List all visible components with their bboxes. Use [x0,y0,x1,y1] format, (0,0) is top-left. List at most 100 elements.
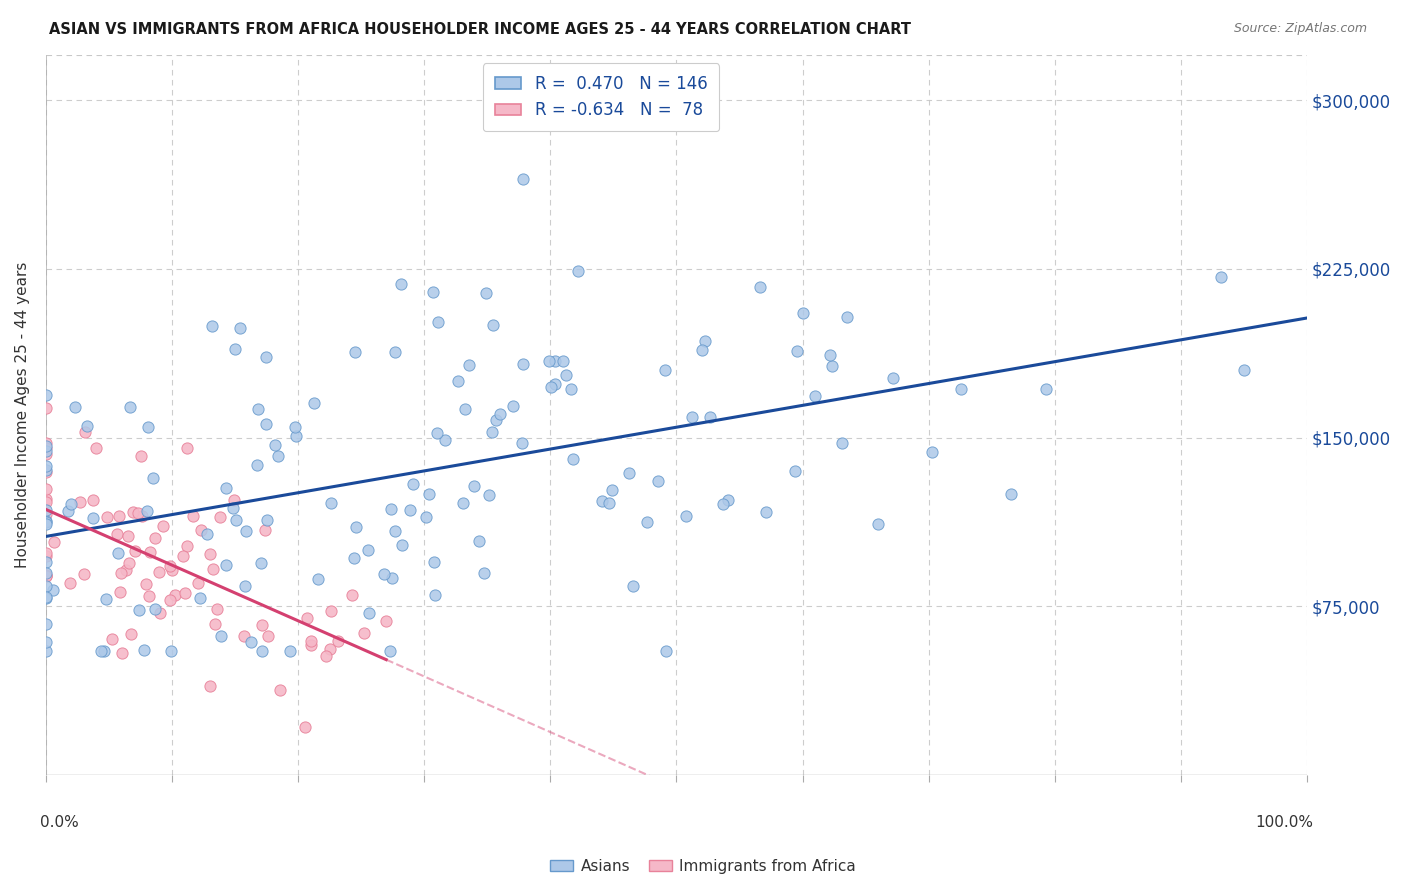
Point [647,475,669,489]
Point [1233,363,1256,377]
Point [82,510,104,524]
Text: Source: ZipAtlas.com: Source: ZipAtlas.com [1233,22,1367,36]
Point [343,344,366,359]
Point [101,632,124,647]
Point [69,495,91,509]
Point [117,528,139,542]
Point [35,441,58,455]
Point [949,382,972,396]
Point [35,507,58,521]
Text: ASIAN VS IMMIGRANTS FROM AFRICA HOUSEHOLDER INCOME AGES 25 - 44 YEARS CORRELATIO: ASIAN VS IMMIGRANTS FROM AFRICA HOUSEHOL… [49,22,911,37]
Point [35,482,58,496]
Point [172,549,194,564]
Point [35,644,58,658]
Point [190,591,212,605]
Point [380,644,402,658]
Point [256,513,278,527]
Point [792,306,814,320]
Point [35,566,58,581]
Point [319,496,342,510]
Point [250,644,273,658]
Point [256,629,278,643]
Point [35,447,58,461]
Point [233,629,256,643]
Point [215,481,238,495]
Point [353,626,375,640]
Point [111,646,134,660]
Point [35,436,58,450]
Point [510,435,533,450]
Point [239,635,262,649]
Point [426,425,449,440]
Point [344,520,367,534]
Point [468,534,491,549]
Point [319,642,342,657]
Point [482,318,505,332]
Point [159,593,181,607]
Point [254,350,277,364]
Point [96,510,118,524]
Point [35,514,58,528]
Point [233,578,256,592]
Point [86,441,108,455]
Point [619,467,641,481]
Point [204,617,226,632]
Point [544,376,567,391]
Point [427,314,450,328]
Point [457,359,479,373]
Point [254,417,277,431]
Point [42,535,65,549]
Point [423,555,446,569]
Point [35,515,58,529]
Point [59,576,82,591]
Point [115,563,138,577]
Point [224,343,246,357]
Point [131,509,153,524]
Point [222,492,245,507]
Point [502,399,524,413]
Point [135,504,157,518]
Point [389,277,412,291]
Point [418,486,440,500]
Point [373,567,395,582]
Point [222,501,245,516]
Point [41,582,63,597]
Point [35,568,58,582]
Point [205,602,228,616]
Point [391,538,413,552]
Legend: R =  0.470   N = 146, R = -0.634   N =  78: R = 0.470 N = 146, R = -0.634 N = 78 [484,63,718,131]
Point [544,354,567,368]
Point [225,513,247,527]
Point [302,396,325,410]
Point [380,501,402,516]
Point [107,526,129,541]
Point [555,368,578,383]
Point [294,720,316,734]
Point [319,604,342,618]
Point [145,602,167,616]
Point [139,545,162,559]
Point [35,555,58,569]
Point [326,633,349,648]
Point [315,648,337,663]
Point [120,627,142,641]
Point [1209,270,1232,285]
Point [422,285,444,299]
Point [488,407,510,421]
Point [35,502,58,516]
Point [655,644,678,658]
Point [235,524,257,539]
Point [818,348,841,362]
Point [561,452,583,467]
Point [654,363,676,377]
Point [299,639,322,653]
Point [35,495,58,509]
Point [59,497,82,511]
Point [254,523,277,537]
Point [110,585,132,599]
Point [135,577,157,591]
Point [567,264,589,278]
Point [803,389,825,403]
Point [90,644,112,658]
Point [128,602,150,616]
